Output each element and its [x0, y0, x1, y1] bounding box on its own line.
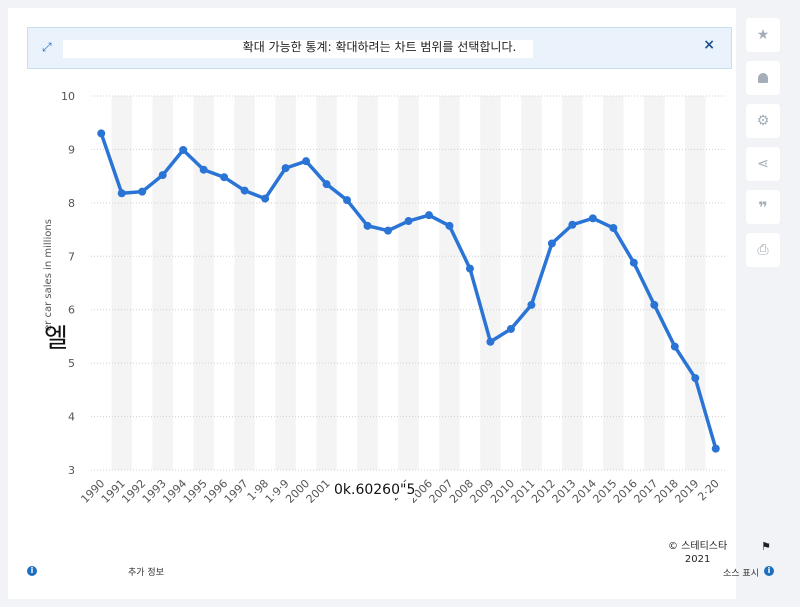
data-point [281, 164, 290, 173]
quote-icon: ❞ [758, 197, 768, 217]
data-point [506, 324, 515, 333]
plot-band [439, 96, 460, 470]
copyright-line1: © 스테티스타 [668, 541, 728, 552]
data-point [588, 214, 597, 223]
overlay-glyph-center: 0k.60260"5 [334, 482, 416, 498]
plot-band [152, 96, 173, 470]
y-tick-label: 7 [68, 250, 75, 263]
y-tick-label: 8 [68, 197, 75, 210]
overlay-glyph-left: 엘 [44, 324, 68, 354]
data-point [445, 221, 454, 230]
plot-band [603, 96, 624, 470]
close-icon[interactable]: × [703, 37, 715, 53]
y-tick-label: 3 [68, 464, 75, 477]
data-point [199, 165, 208, 174]
data-point [384, 226, 393, 235]
data-point [465, 264, 474, 273]
bell-icon [758, 73, 768, 83]
data-point [691, 374, 700, 383]
plot-band [316, 96, 337, 470]
data-point [486, 337, 495, 346]
show-source-link[interactable]: 소스 표시 [723, 569, 759, 579]
cite-button[interactable]: ❞ [746, 190, 780, 224]
data-point [179, 145, 188, 154]
data-point [711, 444, 720, 453]
plot-band [398, 96, 419, 470]
plot-band [480, 96, 501, 470]
info-icon[interactable]: i [27, 566, 37, 576]
settings-button[interactable]: ⚙ [746, 104, 780, 138]
plot-band [562, 96, 583, 470]
gear-icon: ⚙ [756, 113, 770, 129]
data-point [629, 258, 638, 267]
zoom-banner: ⤢ 확대 가능한 통계: 확대하려는 차트 범위를 선택합니다. × [27, 27, 732, 69]
sidebar-toolbar: ★ ⚙ ⋖ ❞ ⎙ [746, 18, 780, 276]
copyright-line2: 2021 [684, 554, 711, 565]
data-point [97, 129, 106, 138]
data-point [158, 171, 167, 180]
plot-band [234, 96, 255, 470]
data-point [240, 186, 249, 195]
data-point [670, 342, 679, 351]
plot-band [357, 96, 378, 470]
data-point [650, 300, 659, 309]
data-point [302, 157, 311, 166]
flag-icon[interactable]: ⚑ [761, 540, 771, 553]
data-point [547, 239, 556, 248]
more-info-link[interactable]: 추가 정보 [128, 568, 164, 578]
plot-band [111, 96, 132, 470]
banner-message-background [63, 40, 533, 58]
x-tick-label: 2·20 [695, 477, 722, 504]
copyright: © 스테티스타 2021 [668, 540, 727, 566]
y-tick-label: 5 [68, 357, 75, 370]
data-point [220, 173, 229, 182]
data-point [609, 223, 618, 232]
data-point [568, 220, 577, 229]
x-tick-label: 2001 [304, 477, 333, 506]
y-axis-label: er car sales in millions [43, 219, 54, 331]
star-icon: ★ [756, 27, 770, 43]
print-button[interactable]: ⎙ [746, 233, 780, 267]
source-info-icon[interactable]: i [764, 566, 774, 576]
share-button[interactable]: ⋖ [746, 147, 780, 181]
y-tick-label: 9 [68, 143, 75, 156]
notification-button[interactable] [746, 61, 780, 95]
data-point [322, 180, 331, 189]
data-point [404, 217, 413, 226]
expand-icon[interactable]: ⤢ [42, 40, 52, 54]
data-point [424, 211, 433, 220]
plot-band [644, 96, 665, 470]
print-icon: ⎙ [757, 242, 769, 258]
data-point [261, 194, 270, 203]
y-tick-label: 10 [61, 90, 75, 103]
data-point [343, 196, 352, 205]
plot-band [685, 96, 706, 470]
share-icon: ⋖ [757, 156, 769, 172]
y-tick-label: 6 [68, 304, 75, 317]
plot-band [275, 96, 296, 470]
data-point [117, 189, 126, 198]
favorite-button[interactable]: ★ [746, 18, 780, 52]
y-tick-label: 4 [68, 411, 75, 424]
plot-band [193, 96, 214, 470]
plot-band [521, 96, 542, 470]
data-point [527, 300, 536, 309]
data-point [363, 221, 372, 230]
data-point [138, 187, 147, 196]
banner-message: 확대 가능한 통계: 확대하려는 차트 범위를 선택합니다. [242, 40, 517, 54]
